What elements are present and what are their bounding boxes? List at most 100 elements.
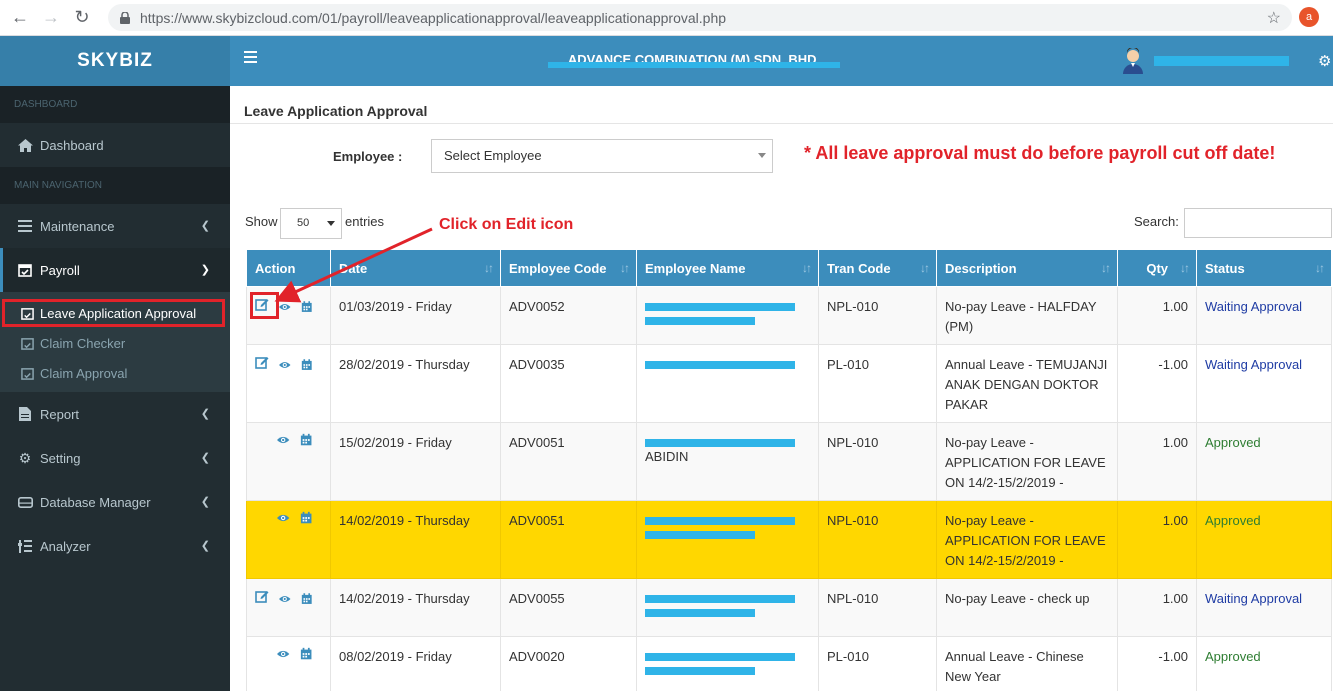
view-eye-icon[interactable]: [279, 358, 291, 372]
submenu-item-claim-checker[interactable]: Claim Checker: [0, 328, 230, 358]
sidebar-item-dashboard[interactable]: Dashboard: [0, 123, 230, 167]
status-link[interactable]: Waiting Approval: [1205, 591, 1303, 606]
redaction-mark: [645, 609, 755, 617]
view-eye-icon[interactable]: [277, 647, 290, 661]
sidebar-item-label: Report: [40, 406, 80, 422]
edit-button[interactable]: [250, 292, 279, 319]
column-header-action[interactable]: Action: [246, 249, 331, 287]
calendar-icon[interactable]: [300, 647, 312, 661]
status-link[interactable]: Approved: [1205, 513, 1261, 528]
sidebar-item-maintenance[interactable]: Maintenance ❮: [0, 204, 230, 248]
user-name[interactable]: [1154, 56, 1289, 66]
chevron-left-icon: ❮: [200, 408, 210, 420]
column-header-qty[interactable]: Qty ↓↑: [1117, 249, 1197, 287]
cell-action: [246, 422, 331, 501]
sliders-icon: [17, 539, 33, 553]
cell-action: [246, 344, 331, 423]
calendar-icon[interactable]: [301, 592, 313, 606]
status-link[interactable]: Approved: [1205, 649, 1261, 664]
column-header-employee-code[interactable]: Employee Code ↓↑: [500, 249, 637, 287]
edit-icon[interactable]: [255, 297, 269, 311]
redaction-mark: [645, 303, 795, 311]
forward-icon[interactable]: →: [42, 7, 60, 27]
employee-name-line: [645, 361, 810, 369]
submenu-item-claim-approval[interactable]: Claim Approval: [0, 358, 230, 388]
employee-select[interactable]: Select Employee: [431, 139, 773, 173]
view-eye-icon[interactable]: [277, 511, 290, 525]
profile-avatar[interactable]: a: [1299, 7, 1319, 27]
sidebar-item-database-manager[interactable]: Database Manager ❮: [0, 480, 230, 524]
cell-employee-name: [636, 578, 819, 637]
cell-employee-name: [636, 636, 819, 691]
cell-status[interactable]: Waiting Approval: [1196, 344, 1332, 423]
column-header-tran-code[interactable]: Tran Code ↓↑: [818, 249, 937, 287]
app-logo[interactable]: SKYBIZ: [0, 36, 230, 86]
address-bar[interactable]: https://www.skybizcloud.com/01/payroll/l…: [108, 4, 1292, 31]
bookmark-star-icon[interactable]: ☆: [1266, 10, 1281, 27]
calendar-icon[interactable]: [301, 358, 313, 372]
submenu-item-label: Claim Approval: [40, 365, 128, 381]
column-header-label: Employee Code: [509, 260, 607, 276]
calendar-icon[interactable]: [301, 300, 313, 314]
submenu-item-leave-application-approval[interactable]: Leave Application Approval: [0, 298, 230, 328]
status-link[interactable]: Waiting Approval: [1205, 357, 1303, 372]
sidebar-item-setting[interactable]: ⚙ Setting ❮: [0, 436, 230, 480]
column-header-label: Qty: [1146, 260, 1168, 276]
view-eye-icon[interactable]: [277, 433, 290, 447]
column-header-employee-name[interactable]: Employee Name ↓↑: [636, 249, 819, 287]
cell-status[interactable]: Approved: [1196, 636, 1332, 691]
menu-toggle-icon[interactable]: [244, 51, 257, 63]
edit-icon[interactable]: [255, 589, 269, 603]
status-link[interactable]: Approved: [1205, 435, 1261, 450]
view-eye-icon[interactable]: [279, 300, 291, 314]
cell-status[interactable]: Waiting Approval: [1196, 286, 1332, 345]
cell-date: 15/02/2019 - Friday: [330, 422, 501, 501]
calendar-icon[interactable]: [300, 433, 312, 447]
edit-button[interactable]: [255, 589, 279, 609]
employee-name-line: [645, 609, 810, 617]
edit-button[interactable]: [255, 355, 279, 375]
divider: [230, 123, 1333, 124]
user-avatar-icon[interactable]: [1122, 48, 1144, 74]
view-eye-icon[interactable]: [279, 592, 291, 606]
cell-action: [246, 578, 331, 637]
cell-date: 01/03/2019 - Friday: [330, 286, 501, 345]
gears-icon: ⚙: [18, 449, 32, 466]
sidebar-item-label: Setting: [40, 450, 81, 466]
search-input[interactable]: [1184, 208, 1332, 238]
column-header-date[interactable]: Date ↓↑: [330, 249, 501, 287]
cell-tran-code: NPL-010: [818, 500, 937, 579]
column-header-status[interactable]: Status ↓↑: [1196, 249, 1332, 287]
back-icon[interactable]: ←: [11, 7, 29, 27]
cell-employee-code: ADV0020: [500, 636, 637, 691]
settings-gears-icon[interactable]: ⚙: [1318, 53, 1332, 70]
redaction-mark: [548, 62, 840, 68]
cell-date: 28/02/2019 - Thursday: [330, 344, 501, 423]
edit-icon[interactable]: [255, 355, 269, 369]
cell-qty: 1.00: [1117, 500, 1197, 579]
cell-employee-name: [636, 344, 819, 423]
calendar-check-icon: [21, 307, 34, 320]
employee-name-line: [645, 595, 810, 603]
sort-icon: ↓↑: [1180, 261, 1190, 275]
sidebar-item-label: Maintenance: [40, 218, 115, 234]
employee-name-line: [645, 517, 810, 525]
cell-status[interactable]: Approved: [1196, 422, 1332, 501]
calendar-icon[interactable]: [300, 511, 312, 525]
reload-icon[interactable]: ↻: [74, 7, 90, 27]
cell-description: Annual Leave - Chinese New Year: [936, 636, 1118, 691]
cell-date: 08/02/2019 - Friday: [330, 636, 501, 691]
cell-action: [246, 500, 331, 579]
cell-description: No-pay Leave - APPLICATION FOR LEAVE ON …: [936, 500, 1118, 579]
cell-date: 14/02/2019 - Thursday: [330, 500, 501, 579]
cell-status[interactable]: Approved: [1196, 500, 1332, 579]
sidebar-item-analyzer[interactable]: Analyzer ❮: [0, 524, 230, 568]
entries-select[interactable]: 50: [280, 208, 342, 239]
sidebar-item-report[interactable]: Report ❮: [0, 392, 230, 436]
column-header-description[interactable]: Description ↓↑: [936, 249, 1118, 287]
cell-status[interactable]: Waiting Approval: [1196, 578, 1332, 637]
cell-employee-name: [636, 286, 819, 345]
status-link[interactable]: Waiting Approval: [1205, 299, 1303, 314]
home-icon: [17, 138, 33, 152]
sidebar-item-payroll[interactable]: Payroll ❯: [0, 248, 230, 292]
